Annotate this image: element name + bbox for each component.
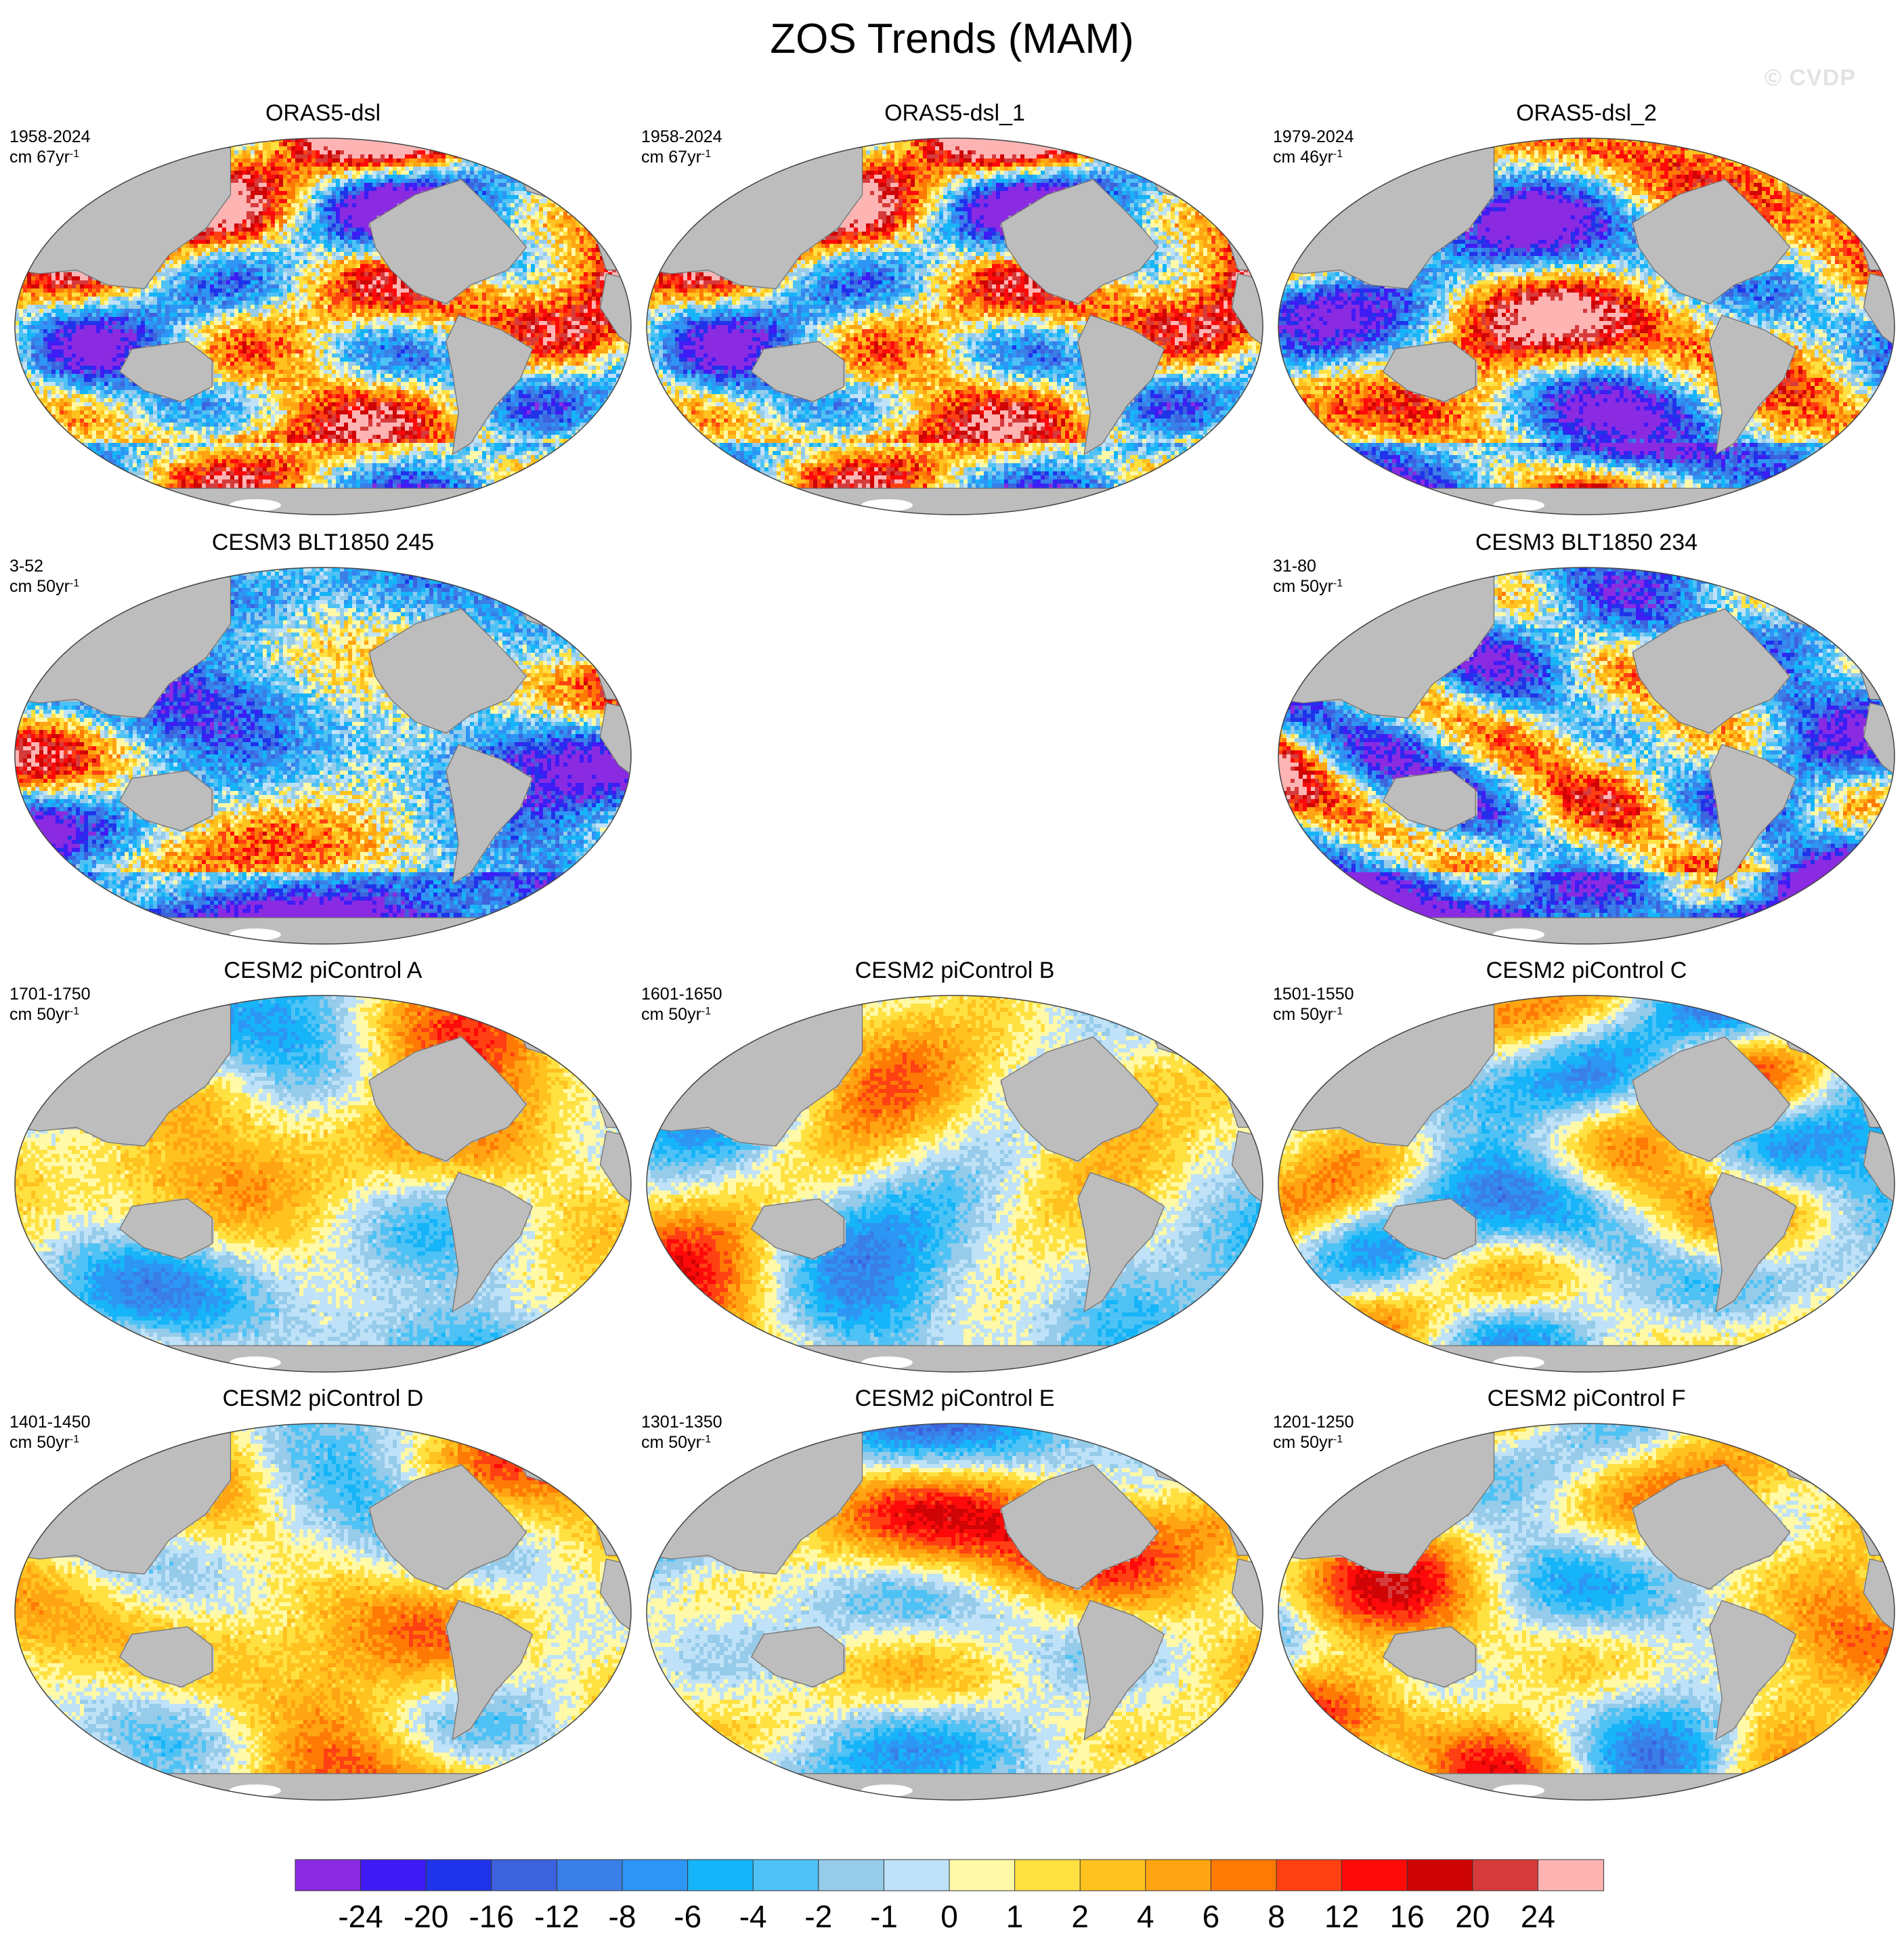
- continent-shape: [1278, 1774, 1895, 1800]
- colorbar-swatch: [1538, 1860, 1603, 1891]
- world-map: [8, 1419, 638, 1805]
- colorbar-swatch: [884, 1860, 949, 1891]
- panel-title: CESM2 piControl F: [1272, 1385, 1901, 1412]
- world-map: [640, 991, 1270, 1377]
- missing-data-patch: [230, 928, 281, 941]
- map-panel: ORAS5-dsl_2 1979-2024 cm 46yr-1: [1272, 100, 1901, 519]
- missing-data-patch: [230, 1356, 281, 1369]
- panel-title: CESM2 piControl D: [8, 1385, 638, 1412]
- colorbar-swatch: [622, 1860, 688, 1891]
- world-map: [8, 133, 638, 519]
- colorbar-swatch: [819, 1860, 884, 1891]
- colorbar-swatch: [426, 1860, 492, 1891]
- map-panel: CESM2 piControl D 1401-1450 cm 50yr-1: [8, 1385, 638, 1805]
- continent-shape: [1278, 488, 1895, 515]
- missing-data-patch: [1493, 499, 1544, 511]
- continent-shape: [15, 488, 631, 515]
- continent-shape: [15, 1346, 631, 1372]
- map-panel: CESM2 piControl A 1701-1750 cm 50yr-1: [8, 957, 638, 1377]
- continent-shape: [647, 488, 1263, 515]
- world-map: [1272, 1419, 1901, 1805]
- continent-shape: [15, 918, 631, 944]
- map-panel: CESM3 BLT1850 245 3-52 cm 50yr-1: [8, 529, 638, 949]
- panel-title: CESM2 piControl B: [640, 957, 1270, 984]
- panel-title: CESM3 BLT1850 234: [1272, 529, 1901, 556]
- missing-data-patch: [861, 1356, 913, 1369]
- map-panel: CESM3 BLT1850 234 31-80 cm 50yr-1: [1272, 529, 1901, 949]
- missing-data-patch: [1493, 1784, 1544, 1797]
- colorbar-swatch: [1211, 1860, 1276, 1891]
- panel-title: ORAS5-dsl_1: [640, 100, 1270, 127]
- colorbar-swatch: [1276, 1860, 1342, 1891]
- missing-data-patch: [861, 499, 913, 511]
- panel-title: CESM3 BLT1850 245: [8, 529, 638, 556]
- continent-shape: [647, 1774, 1263, 1800]
- colorbar-swatch: [1080, 1860, 1146, 1891]
- panel-title: ORAS5-dsl: [8, 100, 638, 127]
- panel-title: CESM2 piControl A: [8, 957, 638, 984]
- panel-title: CESM2 piControl E: [640, 1385, 1270, 1412]
- colorbar-tick-label: 24: [1497, 1899, 1578, 1934]
- world-map: [8, 991, 638, 1377]
- panel-title: CESM2 piControl C: [1272, 957, 1901, 984]
- world-map: [1272, 991, 1901, 1377]
- missing-data-patch: [230, 1784, 281, 1797]
- map-panel: ORAS5-dsl_1 1958-2024 cm 67yr-1: [640, 100, 1270, 519]
- continent-shape: [1278, 918, 1895, 944]
- missing-data-patch: [230, 499, 281, 511]
- page-title: ZOS Trends (MAM): [0, 15, 1904, 64]
- panel-title: ORAS5-dsl_2: [1272, 100, 1901, 127]
- world-map: [640, 133, 1270, 519]
- missing-data-patch: [1493, 928, 1544, 941]
- map-panel: CESM2 piControl C 1501-1550 cm 50yr-1: [1272, 957, 1901, 1377]
- continent-shape: [647, 1346, 1263, 1372]
- world-map: [1272, 133, 1901, 519]
- map-panel: CESM2 piControl E 1301-1350 cm 50yr-1: [640, 1385, 1270, 1805]
- colorbar-swatch: [753, 1860, 819, 1891]
- missing-data-patch: [861, 1784, 913, 1797]
- colorbar-swatch: [1473, 1860, 1538, 1891]
- continent-shape: [1278, 1346, 1895, 1372]
- colorbar-swatch: [361, 1860, 427, 1891]
- colorbar-swatch: [1015, 1860, 1081, 1891]
- missing-data-patch: [1493, 1356, 1544, 1369]
- colorbar-swatch: [492, 1860, 557, 1891]
- colorbar-swatch: [949, 1860, 1015, 1891]
- colorbar-swatch: [688, 1860, 754, 1891]
- colorbar-swatch: [1146, 1860, 1211, 1891]
- world-map: [8, 563, 638, 949]
- world-map: [1272, 563, 1901, 949]
- watermark: © CVDP: [1765, 65, 1856, 91]
- colorbar-swatch: [557, 1860, 622, 1891]
- colorbar-swatch: [1407, 1860, 1473, 1891]
- map-panel: CESM2 piControl F 1201-1250 cm 50yr-1: [1272, 1385, 1901, 1805]
- continent-shape: [15, 1774, 631, 1800]
- colorbar-swatch: [295, 1860, 361, 1891]
- map-panel: CESM2 piControl B 1601-1650 cm 50yr-1: [640, 957, 1270, 1377]
- map-panel: ORAS5-dsl 1958-2024 cm 67yr-1: [8, 100, 638, 519]
- colorbar-swatch: [1342, 1860, 1408, 1891]
- world-map: [640, 1419, 1270, 1805]
